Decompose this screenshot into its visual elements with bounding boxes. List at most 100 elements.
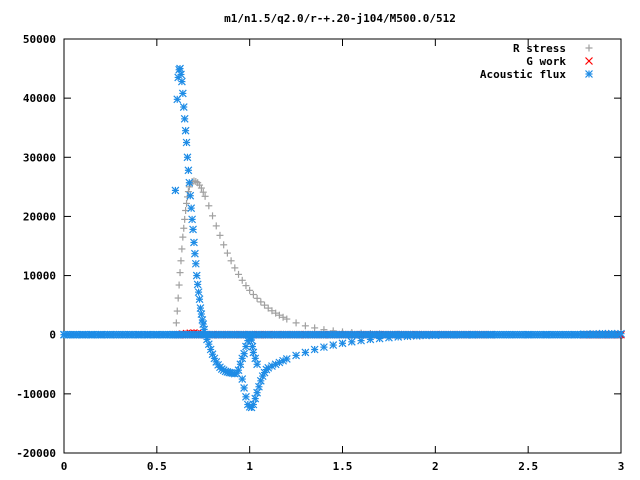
legend-label: Acoustic flux xyxy=(480,68,566,81)
x-tick-label: 0.5 xyxy=(147,460,167,473)
data-point xyxy=(240,384,249,392)
data-point xyxy=(255,382,263,391)
data-point xyxy=(223,249,231,257)
data-point xyxy=(186,191,195,200)
data-point xyxy=(195,295,204,304)
data-point xyxy=(283,315,291,323)
legend-marker xyxy=(585,44,593,52)
y-tick-label: 40000 xyxy=(23,92,56,105)
data-point xyxy=(310,345,319,354)
data-point xyxy=(183,153,192,162)
data-point xyxy=(614,330,623,339)
data-point xyxy=(197,184,205,192)
data-point xyxy=(212,222,220,230)
series-r-stress xyxy=(171,177,495,339)
data-point xyxy=(220,241,228,249)
data-point xyxy=(301,322,309,330)
legend-label: R stress xyxy=(513,42,566,55)
data-point xyxy=(192,271,201,280)
data-point xyxy=(187,204,196,213)
data-point xyxy=(201,192,209,200)
data-point xyxy=(191,259,200,268)
data-point xyxy=(235,270,243,278)
data-point xyxy=(185,178,194,187)
data-point xyxy=(251,354,260,363)
data-point xyxy=(179,103,188,111)
data-point xyxy=(204,340,213,349)
data-point xyxy=(236,360,245,369)
data-point xyxy=(253,388,262,397)
y-tick-label: 50000 xyxy=(23,33,56,46)
data-point xyxy=(173,307,181,315)
data-point xyxy=(311,324,319,332)
data-point xyxy=(242,342,250,351)
data-point xyxy=(238,276,246,284)
data-point xyxy=(181,215,189,223)
x-tick-label: 1.5 xyxy=(333,460,353,473)
y-tick-label: -10000 xyxy=(16,388,56,401)
data-point xyxy=(338,339,347,348)
data-point xyxy=(231,264,239,272)
data-point xyxy=(193,280,202,289)
data-point xyxy=(182,138,191,147)
y-tick-label: 30000 xyxy=(23,151,56,164)
legend-marker xyxy=(585,70,593,78)
data-point xyxy=(253,360,262,369)
data-point xyxy=(238,375,247,383)
data-point xyxy=(253,294,261,302)
data-point xyxy=(329,341,338,349)
data-point xyxy=(190,238,198,247)
data-point xyxy=(177,257,185,265)
data-point xyxy=(292,319,300,327)
data-point xyxy=(198,316,207,324)
x-tick-label: 2 xyxy=(432,460,439,473)
y-tick-label: 0 xyxy=(49,329,56,342)
data-point xyxy=(279,313,287,321)
data-point xyxy=(182,207,190,215)
data-point xyxy=(172,319,180,327)
x-tick-label: 1 xyxy=(246,460,253,473)
data-point xyxy=(183,199,191,207)
data-point xyxy=(264,304,272,312)
data-point xyxy=(180,224,188,232)
data-point xyxy=(249,348,258,357)
series-acoustic-flux xyxy=(60,64,625,412)
data-point xyxy=(205,202,213,210)
data-point xyxy=(174,294,182,302)
data-point xyxy=(184,166,193,175)
data-point xyxy=(227,257,235,265)
data-point xyxy=(177,70,185,79)
data-point xyxy=(249,290,257,298)
series-layer xyxy=(60,64,625,412)
y-tick-label: 20000 xyxy=(23,210,56,223)
x-tick-label: 2.5 xyxy=(518,460,538,473)
data-point xyxy=(180,114,189,123)
data-point xyxy=(257,298,265,306)
data-point xyxy=(178,89,187,98)
data-point xyxy=(272,309,280,317)
data-point xyxy=(176,269,184,277)
data-point xyxy=(179,233,187,241)
data-point xyxy=(320,343,328,352)
data-point xyxy=(209,212,217,220)
data-point xyxy=(246,286,254,294)
data-point xyxy=(292,351,301,360)
data-point xyxy=(234,366,243,375)
plot-frame xyxy=(63,38,622,454)
data-point xyxy=(199,188,207,196)
x-tick-label: 3 xyxy=(618,460,625,473)
data-point xyxy=(251,394,260,403)
data-point xyxy=(275,311,283,319)
data-point xyxy=(194,288,203,297)
data-point xyxy=(189,225,197,234)
chart-title: m1/n1.5/q2.0/r-+.20-j104/M500.0/512 xyxy=(224,12,456,25)
data-point xyxy=(177,77,186,86)
data-point xyxy=(216,231,224,239)
data-point xyxy=(175,281,183,289)
data-point xyxy=(249,400,258,409)
y-tick-label: 10000 xyxy=(23,270,56,283)
data-point xyxy=(242,392,250,401)
y-tick-label: -20000 xyxy=(16,447,56,460)
